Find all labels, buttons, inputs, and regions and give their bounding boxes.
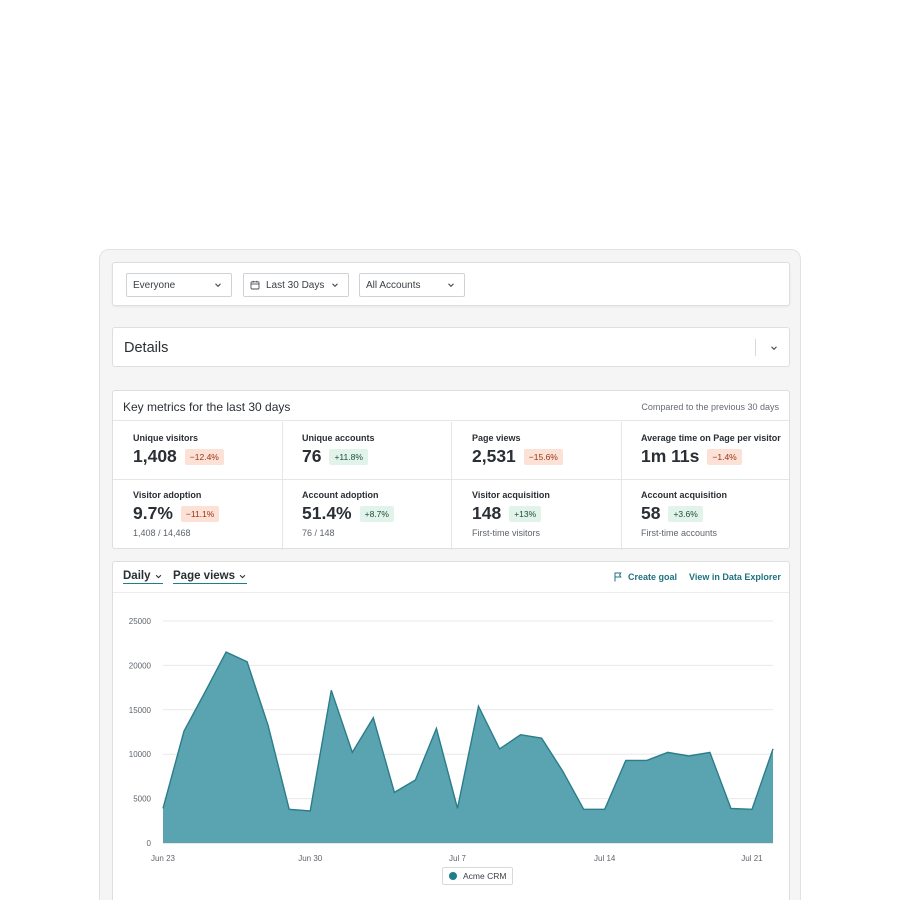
audience-dropdown[interactable]: Everyone (126, 273, 232, 297)
metric-label: Visitor adoption (133, 490, 202, 500)
metric-label: Unique accounts (302, 433, 375, 443)
chevron-down-icon (239, 574, 246, 578)
comparison-note: Compared to the previous 30 days (641, 402, 779, 412)
metrics-divider (282, 422, 283, 550)
audience-dropdown-label: Everyone (133, 279, 176, 291)
area-series-acme-crm (163, 652, 773, 843)
chart-toolbar: Daily Page views Create goal View in Dat… (113, 562, 789, 593)
filter-bar: Everyone Last 30 Days All Accounts (112, 262, 790, 306)
chevron-down-icon[interactable] (769, 343, 779, 353)
accounts-dropdown-label: All Accounts (366, 279, 421, 291)
key-metrics-header: Key metrics for the last 30 days Compare… (113, 391, 789, 421)
details-title: Details (124, 340, 169, 356)
metric-label: Account acquisition (641, 490, 728, 500)
change-badge: −1.4% (707, 448, 742, 465)
create-goal-link[interactable]: Create goal (613, 572, 677, 582)
page-views-chart-card: Daily Page views Create goal View in Dat… (112, 561, 790, 900)
details-divider (755, 339, 756, 356)
flag-icon (614, 572, 622, 582)
metric-cell: Account adoption 51.4% +8.7% 76 / 148 (302, 490, 462, 538)
key-metrics-card: Key metrics for the last 30 days Compare… (112, 390, 790, 550)
metric-label: Account adoption (302, 490, 379, 500)
metric-value: 1m 11s (641, 446, 700, 466)
line-series-acme-crm (162, 651, 774, 812)
metrics-divider (113, 479, 789, 480)
interval-label: Daily (123, 570, 151, 582)
metric-subtext: First-time visitors (472, 528, 540, 538)
x-tick-label: Jul 21 (741, 854, 763, 863)
metric-label: Average time on Page per visitor (641, 433, 781, 443)
metric-subtext: 1,408 / 14,468 (133, 528, 191, 538)
x-tick-label: Jun 23 (151, 854, 176, 863)
create-goal-label: Create goal (628, 572, 678, 582)
metric-value: 2,531 (472, 446, 516, 466)
view-in-data-explorer-link[interactable]: View in Data Explorer (689, 572, 781, 582)
metric-subtext: First-time accounts (641, 528, 718, 538)
x-tick-label: Jul 7 (449, 854, 466, 863)
interval-selector[interactable]: Daily (123, 570, 163, 584)
metrics-divider (621, 422, 622, 550)
details-section[interactable]: Details (112, 327, 790, 367)
metric-selector[interactable]: Page views (173, 570, 248, 584)
chevron-down-icon (215, 283, 221, 288)
metric-value: 76 (302, 446, 322, 466)
change-badge: +11.8% (329, 448, 368, 465)
legend-label: Acme CRM (463, 871, 507, 881)
metric-subtext: 76 / 148 (302, 528, 335, 538)
metric-label: Page views (472, 433, 521, 443)
y-tick-label: 25000 (129, 617, 152, 626)
change-badge: −12.4% (184, 448, 224, 465)
y-tick-label: 10000 (129, 750, 152, 759)
date-range-dropdown[interactable]: Last 30 Days (243, 273, 349, 297)
metric-value: 58 (641, 503, 661, 523)
metric-label: Visitor acquisition (472, 490, 550, 500)
chart-legend[interactable]: Acme CRM (442, 867, 514, 885)
accounts-dropdown[interactable]: All Accounts (359, 273, 465, 297)
metric-value: 148 (472, 503, 502, 523)
change-badge: +3.6% (668, 505, 703, 522)
metric-cell: Unique visitors 1,408 −12.4% (133, 433, 293, 467)
change-badge: −15.6% (523, 448, 563, 465)
y-tick-label: 15000 (129, 706, 152, 715)
metric-cell: Unique accounts 76 +11.8% (302, 433, 462, 467)
page-views-area-chart: 25000 20000 15000 10000 5000 0 Jun 23 Jun 30 Jul… (129, 617, 774, 863)
chevron-down-icon (155, 574, 161, 578)
metric-cell: Average time on Page per visitor 1m 11s −1… (641, 433, 801, 467)
metric-cell: Page views 2,531 −15.6% (472, 433, 632, 467)
y-tick-label: 0 (147, 839, 152, 848)
metric-cell: Account acquisition 58 +3.6% First-time acc… (641, 490, 801, 538)
metric-value: 9.7% (133, 503, 173, 523)
view-explorer-label: View in Data Explorer (689, 572, 781, 582)
metric-cell: Visitor acquisition 148 +13% First-time vis… (472, 490, 632, 538)
metric-value: 51.4% (302, 503, 352, 523)
legend-swatch (449, 872, 457, 880)
chevron-down-icon (448, 283, 454, 288)
chevron-down-icon (332, 283, 338, 288)
change-badge: +8.7% (359, 505, 394, 522)
change-badge: −11.1% (180, 505, 220, 522)
x-tick-label: Jun 30 (298, 854, 323, 863)
metric-label: Unique visitors (133, 433, 199, 443)
y-tick-label: 20000 (129, 661, 152, 670)
metric-label: Page views (173, 570, 236, 582)
date-range-label: Last 30 Days (266, 279, 325, 291)
metric-value: 1,408 (133, 446, 177, 466)
metrics-divider (451, 422, 452, 550)
key-metrics-title: Key metrics for the last 30 days (123, 400, 291, 414)
analytics-panel: Everyone Last 30 Days All Accounts Detai… (99, 249, 801, 900)
metric-cell: Visitor adoption 9.7% −11.1% 1,408 / 14,468 (133, 490, 293, 538)
change-badge: +13% (509, 505, 542, 522)
x-tick-label: Jul 14 (594, 854, 616, 863)
calendar-icon (250, 280, 260, 290)
y-tick-label: 5000 (133, 795, 151, 804)
